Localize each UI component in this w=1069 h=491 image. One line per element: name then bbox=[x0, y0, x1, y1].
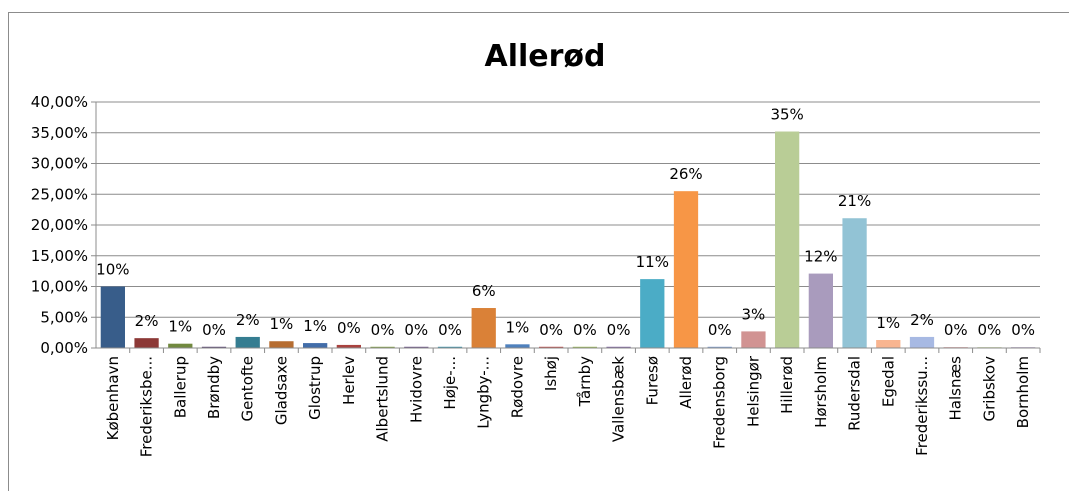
data-label: 2% bbox=[910, 311, 934, 329]
data-label: 3% bbox=[742, 305, 766, 323]
category-label: Herlev bbox=[340, 356, 358, 405]
data-label: 2% bbox=[236, 311, 260, 329]
data-label: 1% bbox=[506, 318, 530, 336]
category-label: Bornholm bbox=[1014, 356, 1032, 428]
category-label: Furesø bbox=[643, 356, 661, 405]
data-label: 0% bbox=[438, 321, 462, 339]
category-label: Fredensborg bbox=[711, 356, 729, 449]
category-label: Hørsholm bbox=[812, 356, 830, 428]
y-tick-label: 0,00% bbox=[40, 339, 88, 357]
category-label: Albertslund bbox=[374, 356, 392, 442]
bar bbox=[370, 346, 395, 348]
data-label: 0% bbox=[1011, 321, 1035, 339]
bar bbox=[572, 346, 597, 348]
category-label: Rudersdal bbox=[846, 356, 864, 431]
category-label: Gribskov bbox=[980, 356, 998, 422]
bar bbox=[876, 340, 901, 348]
y-tick-label: 20,00% bbox=[31, 216, 88, 234]
category-label: Egedal bbox=[879, 356, 897, 407]
bar bbox=[842, 218, 867, 348]
bar bbox=[640, 279, 665, 348]
y-tick-label: 15,00% bbox=[31, 247, 88, 265]
data-label: 0% bbox=[371, 321, 395, 339]
category-label: Frederiksbe... bbox=[138, 356, 156, 457]
gridlines bbox=[96, 101, 1040, 318]
bar bbox=[707, 346, 732, 348]
bar bbox=[539, 346, 564, 348]
bar bbox=[303, 343, 328, 348]
data-label: 0% bbox=[944, 321, 968, 339]
y-tick-label: 35,00% bbox=[31, 124, 88, 142]
bars bbox=[100, 131, 1036, 348]
category-label: Tårnby bbox=[576, 356, 594, 408]
data-label: 10% bbox=[96, 261, 129, 279]
data-labels: 10% 2% 1% 0% 2% 1% 1% 0% 0% 0% 0% 6% 1% 0% 0% 0% 11% 26% 0… bbox=[96, 106, 1035, 339]
chart-title: Allerød bbox=[484, 39, 605, 74]
y-axis-ticks: 0,00% 5,00% 10,00% 15,00% 20,00% 25,00% 30,00%… bbox=[31, 93, 96, 357]
category-label: Lyngby-... bbox=[475, 356, 493, 429]
category-label: Hvidovre bbox=[407, 356, 425, 423]
category-label: Ballerup bbox=[171, 356, 189, 418]
data-label: 35% bbox=[770, 106, 803, 124]
y-tick-label: 40,00% bbox=[31, 93, 88, 111]
data-label: 12% bbox=[804, 248, 837, 266]
data-label: 0% bbox=[708, 321, 732, 339]
data-label: 1% bbox=[270, 315, 294, 333]
category-label: Gladsaxe bbox=[272, 356, 290, 425]
data-label: 0% bbox=[539, 321, 563, 339]
bar bbox=[808, 273, 833, 348]
category-label: Høje-... bbox=[441, 356, 459, 410]
data-label: 1% bbox=[168, 318, 192, 336]
data-label: 0% bbox=[404, 321, 428, 339]
bar bbox=[673, 191, 699, 348]
data-label: 0% bbox=[978, 321, 1002, 339]
bar bbox=[404, 346, 429, 348]
bar bbox=[909, 336, 935, 348]
category-label: Glostrup bbox=[306, 356, 324, 420]
bar bbox=[134, 338, 159, 348]
data-label: 6% bbox=[472, 282, 496, 300]
data-label: 0% bbox=[573, 321, 597, 339]
category-label: Helsingør bbox=[744, 355, 762, 427]
y-tick-label: 10,00% bbox=[31, 278, 88, 296]
category-label: Rødovre bbox=[508, 356, 526, 418]
category-label: Ishøj bbox=[542, 356, 560, 391]
data-label: 1% bbox=[876, 314, 900, 332]
category-label: Brøndby bbox=[205, 356, 223, 419]
data-label: 0% bbox=[337, 319, 361, 337]
bar bbox=[471, 308, 496, 348]
category-label: Allerød bbox=[677, 356, 695, 409]
chart-frame bbox=[8, 12, 1069, 491]
data-label: 21% bbox=[838, 192, 871, 210]
data-label: 0% bbox=[202, 321, 226, 339]
y-tick-label: 25,00% bbox=[31, 185, 88, 203]
bar bbox=[201, 346, 227, 348]
bar bbox=[741, 331, 766, 348]
category-label: Gentofte bbox=[239, 356, 257, 422]
bar bbox=[606, 346, 631, 348]
bar bbox=[269, 341, 294, 348]
category-label: København bbox=[104, 356, 122, 440]
bar bbox=[505, 344, 530, 348]
bar bbox=[336, 344, 361, 348]
bar bbox=[235, 336, 260, 348]
category-label: Vallensbæk bbox=[610, 356, 628, 442]
data-label: 1% bbox=[303, 317, 327, 335]
category-label: Halsnæs bbox=[947, 356, 965, 421]
data-label: 26% bbox=[669, 165, 702, 183]
data-label: 0% bbox=[607, 321, 631, 339]
y-tick-label: 5,00% bbox=[40, 308, 88, 326]
bar bbox=[775, 131, 800, 348]
bar bbox=[168, 343, 193, 348]
data-label: 11% bbox=[636, 253, 669, 271]
y-tick-label: 30,00% bbox=[31, 155, 88, 173]
data-label: 2% bbox=[135, 312, 159, 330]
category-label: Frederikssu... bbox=[913, 356, 931, 456]
category-labels: København Frederiksbe... Ballerup Brøndby Ge… bbox=[104, 348, 1041, 457]
bar bbox=[100, 286, 125, 348]
bar bbox=[437, 346, 463, 348]
category-label: Hillerød bbox=[778, 356, 796, 414]
